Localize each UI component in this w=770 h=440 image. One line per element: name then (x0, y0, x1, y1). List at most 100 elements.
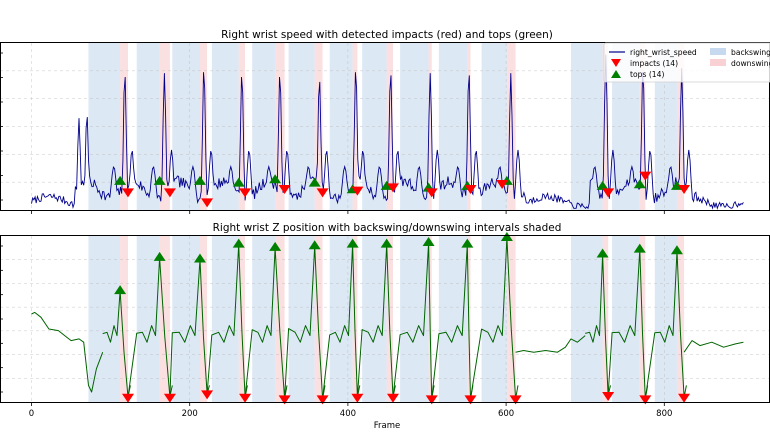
z-series-line (244, 247, 288, 400)
z-series-line (322, 243, 361, 399)
impact-marker (163, 188, 176, 198)
z-series-line (392, 242, 435, 400)
impact-marker (201, 390, 214, 400)
impact-marker (678, 393, 691, 403)
impact-marker (386, 183, 399, 193)
impact-marker (122, 393, 135, 403)
legend-downswing-swatch (710, 59, 726, 66)
downswing-interval (199, 43, 208, 210)
backswing-interval (570, 236, 603, 402)
z-series-line (470, 237, 519, 400)
impact-marker (386, 393, 399, 403)
x-tick-label: 0 (29, 409, 34, 419)
z-series-line (607, 248, 649, 400)
top-marker (633, 179, 646, 189)
impact-marker (239, 188, 252, 198)
x-tick-label: 400 (340, 409, 356, 419)
speed-x-ticks (0, 52, 665, 214)
legend-impacts-label: impacts (14) (630, 59, 678, 68)
impact-marker (201, 198, 214, 208)
top-marker (346, 238, 359, 248)
downswing-interval (428, 43, 432, 210)
downswing-interval (602, 236, 609, 402)
speed-panel-title: Right wrist speed with detected impacts … (221, 29, 553, 41)
legend-box (603, 42, 770, 83)
downswing-interval (120, 236, 129, 402)
top-marker (269, 241, 282, 251)
legend-impacts-swatch (611, 59, 621, 67)
downswing-interval (275, 236, 285, 402)
backswing-interval (400, 236, 429, 402)
top-marker (114, 285, 127, 295)
top-marker (193, 175, 206, 185)
z-series-line (585, 253, 611, 396)
impact-marker (602, 188, 615, 198)
impact-marker (496, 179, 509, 189)
impact-marker (278, 184, 291, 194)
backswing-interval (252, 236, 276, 402)
downswing-interval (275, 43, 285, 210)
z-line-layer (31, 237, 744, 400)
legend-downswing-label: downswing (731, 59, 770, 68)
impact-marker (278, 395, 291, 405)
backswing-interval (172, 236, 200, 402)
x-axis-label: Frame (374, 421, 400, 431)
impact-marker (351, 393, 364, 403)
legend-tops-label: tops (14) (630, 70, 664, 79)
downswing-interval (639, 236, 646, 402)
impact-marker (122, 188, 135, 198)
speed-series-line (31, 54, 744, 210)
speed-panel: Right wrist speed with detected impacts … (0, 29, 770, 214)
downswing-interval (120, 43, 129, 210)
top-marker (422, 236, 435, 246)
impact-marker (639, 171, 652, 181)
top-marker (308, 177, 321, 187)
top-marker (114, 175, 127, 185)
z-series-line (127, 257, 173, 398)
x-tick-label: 200 (182, 409, 198, 419)
top-marker (193, 253, 206, 263)
z-position-panel: Right wrist Z position with backswing/do… (0, 222, 770, 431)
backswing-interval (329, 43, 353, 210)
impact-marker (316, 188, 329, 198)
top-marker (153, 175, 166, 185)
backswing-interval (211, 236, 239, 402)
downswing-interval (314, 236, 323, 402)
legend: right_wrist_speed impacts (14) tops (14)… (603, 42, 770, 83)
z-series-line (169, 258, 210, 398)
top-marker (461, 238, 474, 248)
top-marker (380, 238, 393, 248)
z-series-line (431, 243, 474, 400)
impact-marker (602, 392, 615, 402)
top-marker (308, 240, 321, 250)
z-x-ticks: 0 200 400 600 800 (0, 245, 672, 419)
legend-backswing-swatch (710, 48, 726, 55)
z-series-line (644, 250, 687, 399)
z-series-line (356, 243, 396, 398)
backswing-interval (88, 236, 121, 402)
z-series-line (683, 340, 744, 353)
top-marker (670, 245, 683, 255)
downswing-interval (676, 236, 685, 402)
impact-marker (464, 395, 477, 405)
downswing-interval (199, 236, 208, 402)
downswing-interval (602, 43, 609, 210)
top-marker (232, 238, 245, 248)
backswing-interval (288, 236, 315, 402)
backswing-interval (136, 236, 160, 402)
impact-marker (239, 393, 252, 403)
x-tick-label: 600 (498, 409, 514, 419)
impact-marker (351, 186, 364, 196)
z-panel-title: Right wrist Z position with backswing/do… (213, 222, 562, 234)
downswing-interval (159, 236, 170, 402)
z-series-line (102, 290, 131, 398)
speed-line-layer (31, 54, 744, 210)
legend-backswing-label: backswing (731, 48, 770, 57)
top-marker (269, 174, 282, 184)
backswing-interval (612, 236, 640, 402)
z-series-line (31, 311, 104, 393)
impact-marker (316, 395, 329, 405)
backswing-interval (654, 236, 677, 402)
z-series-line (284, 245, 326, 400)
